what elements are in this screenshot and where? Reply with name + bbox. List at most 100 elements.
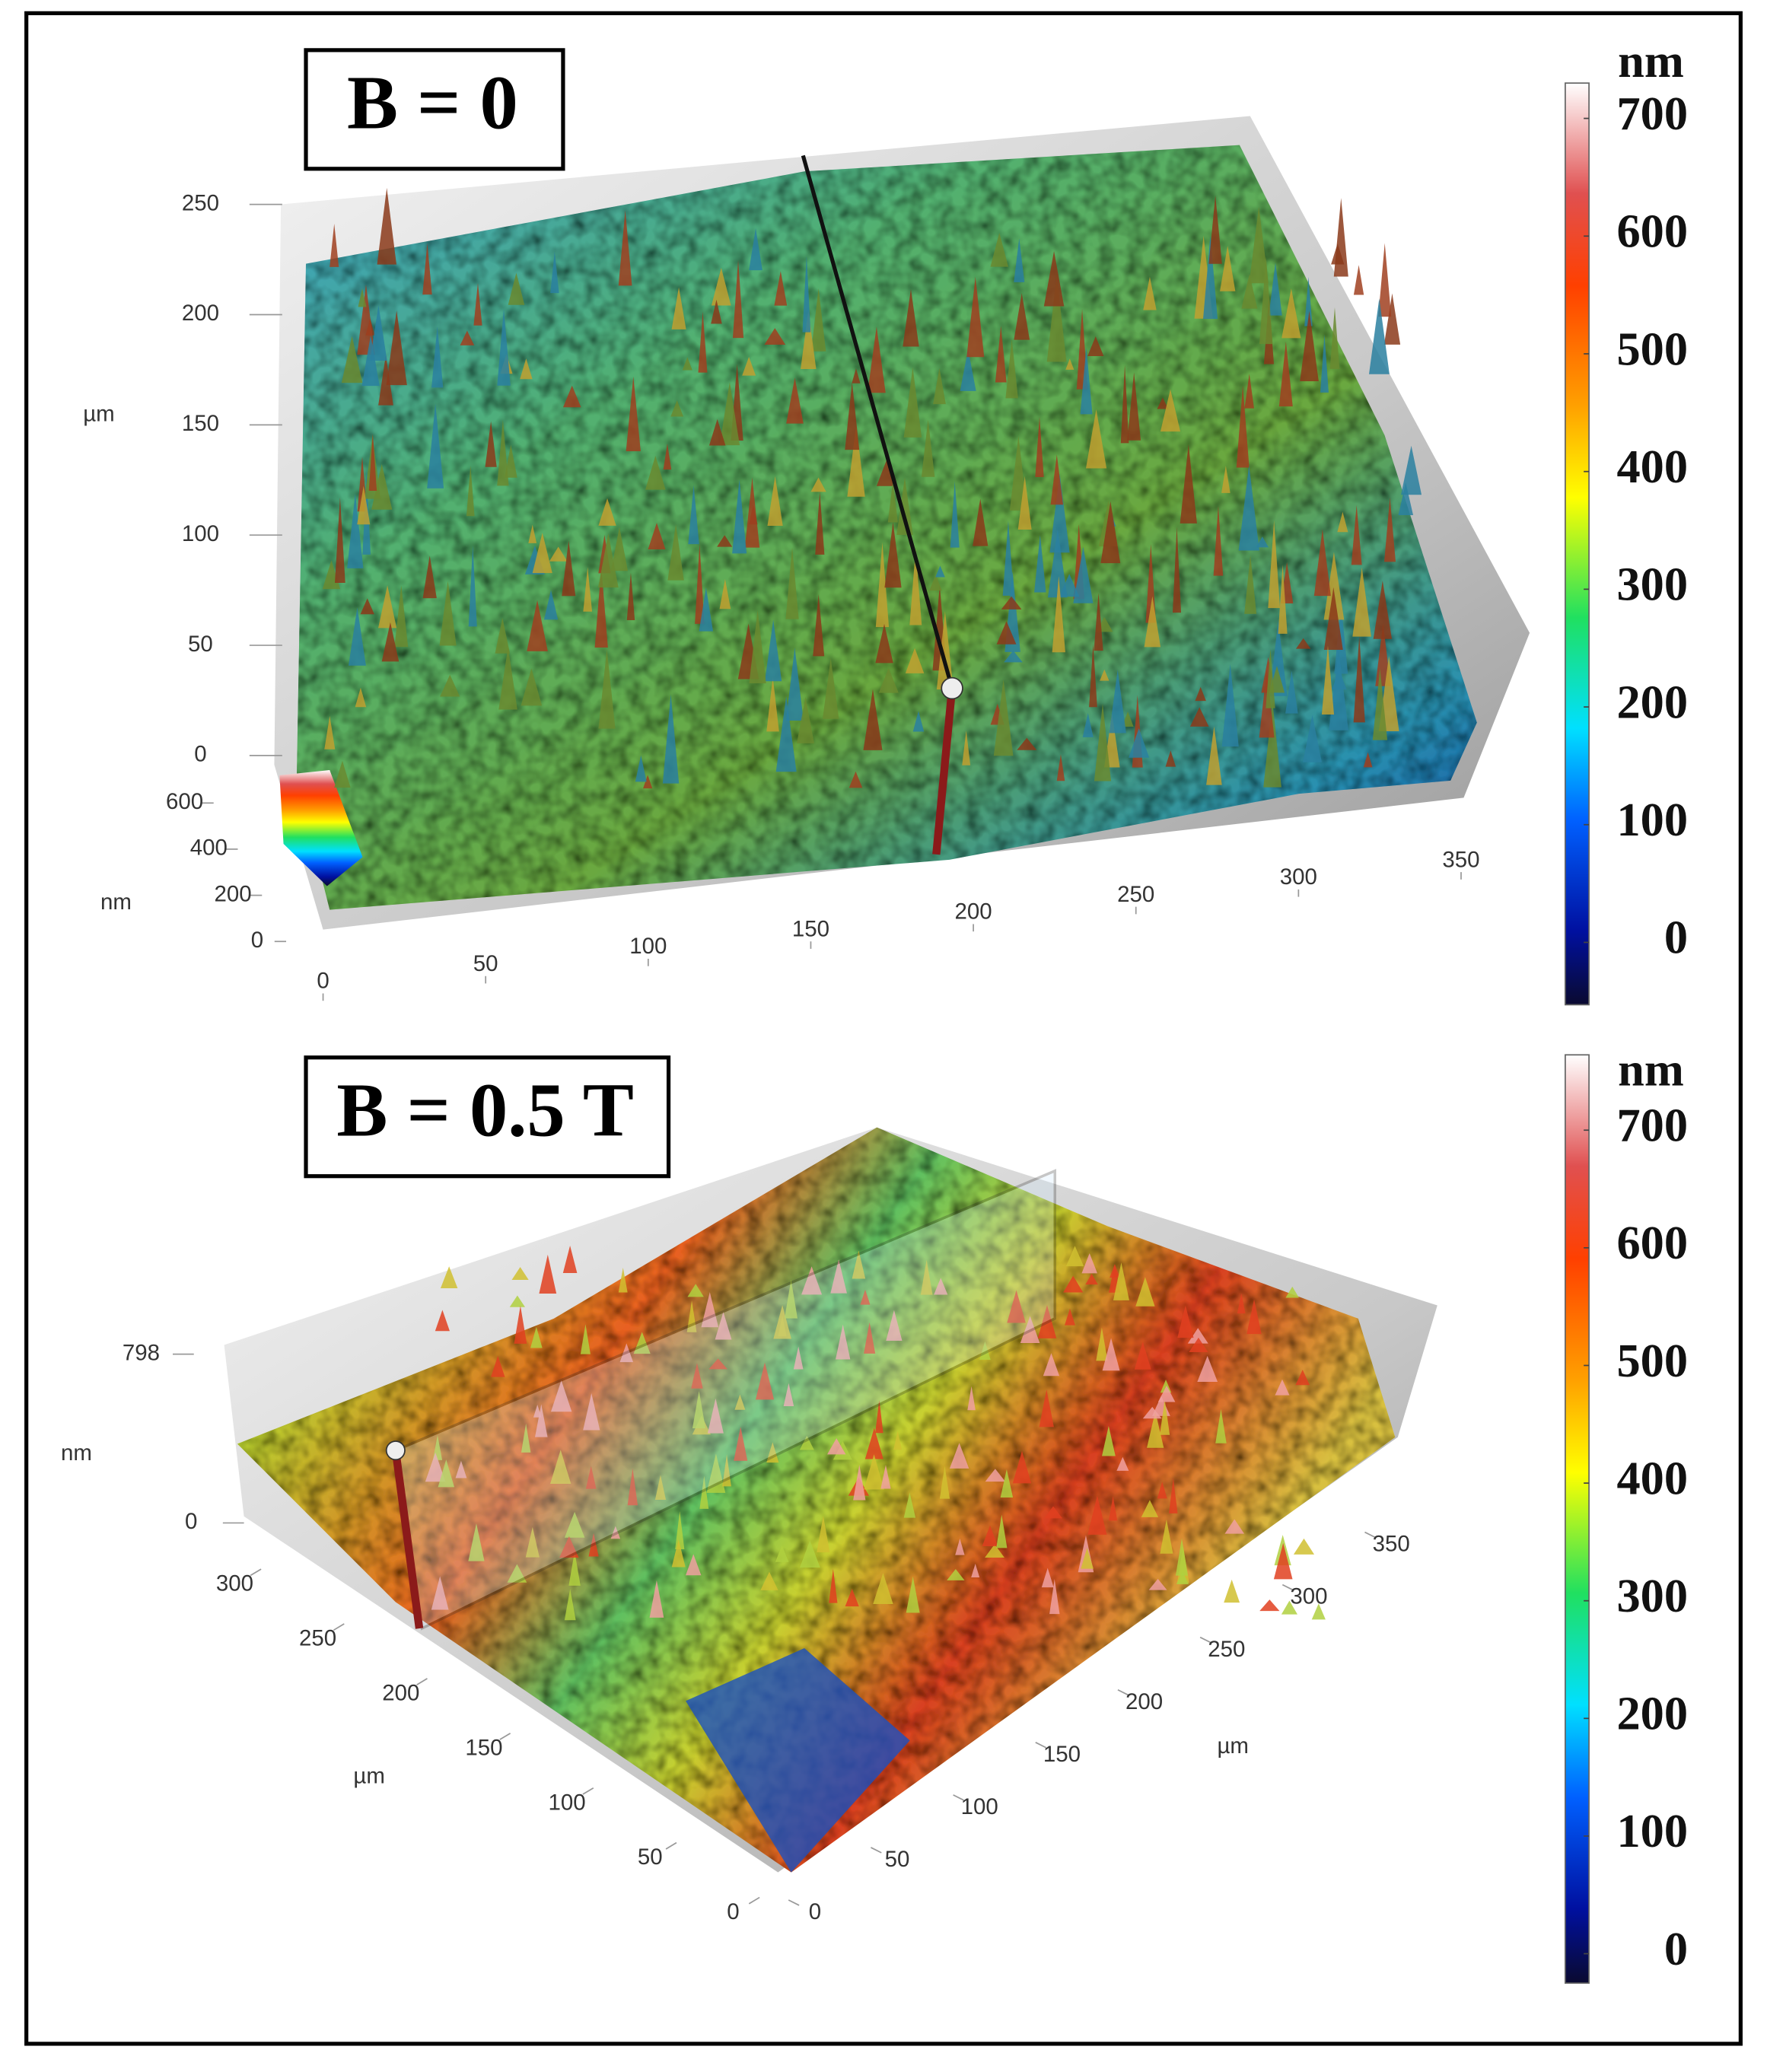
spike xyxy=(1165,750,1176,767)
spike xyxy=(985,1469,1006,1482)
spike xyxy=(1373,581,1392,639)
spike xyxy=(863,689,883,750)
y-tick xyxy=(333,1623,345,1631)
x-tick-label: 100 xyxy=(629,934,667,959)
spike xyxy=(594,567,608,648)
spike xyxy=(1221,664,1239,747)
x-tick-label: 200 xyxy=(955,899,992,925)
spike xyxy=(562,1245,578,1273)
spike xyxy=(654,1475,667,1500)
spike xyxy=(1014,238,1025,282)
spike xyxy=(585,1466,597,1489)
y-axis-label: µm xyxy=(83,402,114,427)
spike xyxy=(1333,198,1348,277)
spike xyxy=(618,210,632,286)
x-axis-label: µm xyxy=(1217,1733,1248,1758)
y-tick-label: 250 xyxy=(299,1626,336,1651)
spike xyxy=(598,498,616,526)
spike xyxy=(1135,1277,1155,1307)
spike xyxy=(853,1464,866,1501)
spike xyxy=(1109,669,1126,734)
x-tick xyxy=(1199,1636,1211,1644)
spike xyxy=(1002,520,1014,596)
spike xyxy=(1065,1246,1084,1267)
panel-title: B = 0 xyxy=(347,60,518,145)
spike xyxy=(468,1523,485,1561)
spike xyxy=(947,1568,965,1580)
spike xyxy=(610,527,629,571)
spike xyxy=(358,288,367,307)
spike xyxy=(1259,256,1273,345)
x-tick-label: 50 xyxy=(885,1847,910,1872)
y-tick-label: 150 xyxy=(182,411,219,436)
spike xyxy=(498,647,517,710)
spike xyxy=(852,1250,866,1279)
spike xyxy=(815,492,825,555)
colorbar-tick-label: 300 xyxy=(1616,559,1688,611)
spike xyxy=(1266,648,1275,708)
spike xyxy=(876,460,897,486)
spike xyxy=(1014,293,1030,340)
spike xyxy=(508,272,525,305)
spike xyxy=(1259,1599,1280,1612)
spike xyxy=(1224,1579,1240,1603)
spike xyxy=(1237,1293,1246,1314)
spike xyxy=(827,1438,846,1455)
spike xyxy=(1102,1425,1116,1456)
spike xyxy=(662,694,680,784)
spike xyxy=(1351,504,1362,565)
spike xyxy=(829,1568,838,1603)
spike xyxy=(719,578,731,610)
spike xyxy=(962,730,971,765)
spike xyxy=(1275,1379,1290,1396)
spike xyxy=(1329,307,1340,369)
spike xyxy=(793,1346,804,1370)
panel-title: B = 0.5 T xyxy=(336,1068,634,1153)
spike xyxy=(580,1324,591,1354)
z-tick-label: 400 xyxy=(190,835,228,861)
spike xyxy=(1189,1337,1208,1352)
spike xyxy=(966,276,985,358)
profile-marker-head xyxy=(385,1440,406,1461)
spike xyxy=(495,618,511,654)
spike xyxy=(588,1533,599,1557)
spike xyxy=(1278,564,1288,634)
spike xyxy=(1044,1506,1063,1519)
spike xyxy=(1213,505,1224,576)
colorbar xyxy=(1565,1054,1590,1984)
spike xyxy=(708,1358,727,1370)
colorbar-tick-label: 700 xyxy=(1616,1100,1688,1152)
spike xyxy=(1221,466,1231,493)
spike xyxy=(648,523,666,550)
spike xyxy=(1141,1500,1159,1517)
spike xyxy=(1049,1579,1060,1615)
spike xyxy=(1353,636,1365,723)
spike xyxy=(1142,1406,1162,1419)
spike xyxy=(893,1431,903,1450)
x-tick-label: 350 xyxy=(1373,1532,1410,1557)
spike xyxy=(1157,1386,1176,1402)
colorbar-tick-label: 0 xyxy=(1664,912,1688,964)
y-axis-label: µm xyxy=(353,1764,384,1789)
x-tick-label: 250 xyxy=(1208,1637,1245,1662)
spike xyxy=(786,377,804,424)
spike xyxy=(1087,336,1104,356)
spike xyxy=(1059,574,1080,597)
z-tick-label: 600 xyxy=(166,789,203,814)
colorbar-tick-label: 300 xyxy=(1616,1570,1688,1622)
spike xyxy=(1224,1519,1245,1534)
spike xyxy=(532,533,552,574)
spike xyxy=(371,463,393,510)
spike xyxy=(1236,385,1250,468)
spike xyxy=(939,1466,950,1499)
spike xyxy=(732,259,744,339)
spike xyxy=(691,1363,703,1389)
spike xyxy=(852,368,861,384)
spike xyxy=(1401,445,1422,495)
spike xyxy=(361,335,380,387)
spike xyxy=(920,1259,933,1295)
spike xyxy=(949,1443,969,1469)
spike xyxy=(394,585,409,648)
spike xyxy=(1278,341,1293,407)
surface-spikes xyxy=(322,187,1422,789)
